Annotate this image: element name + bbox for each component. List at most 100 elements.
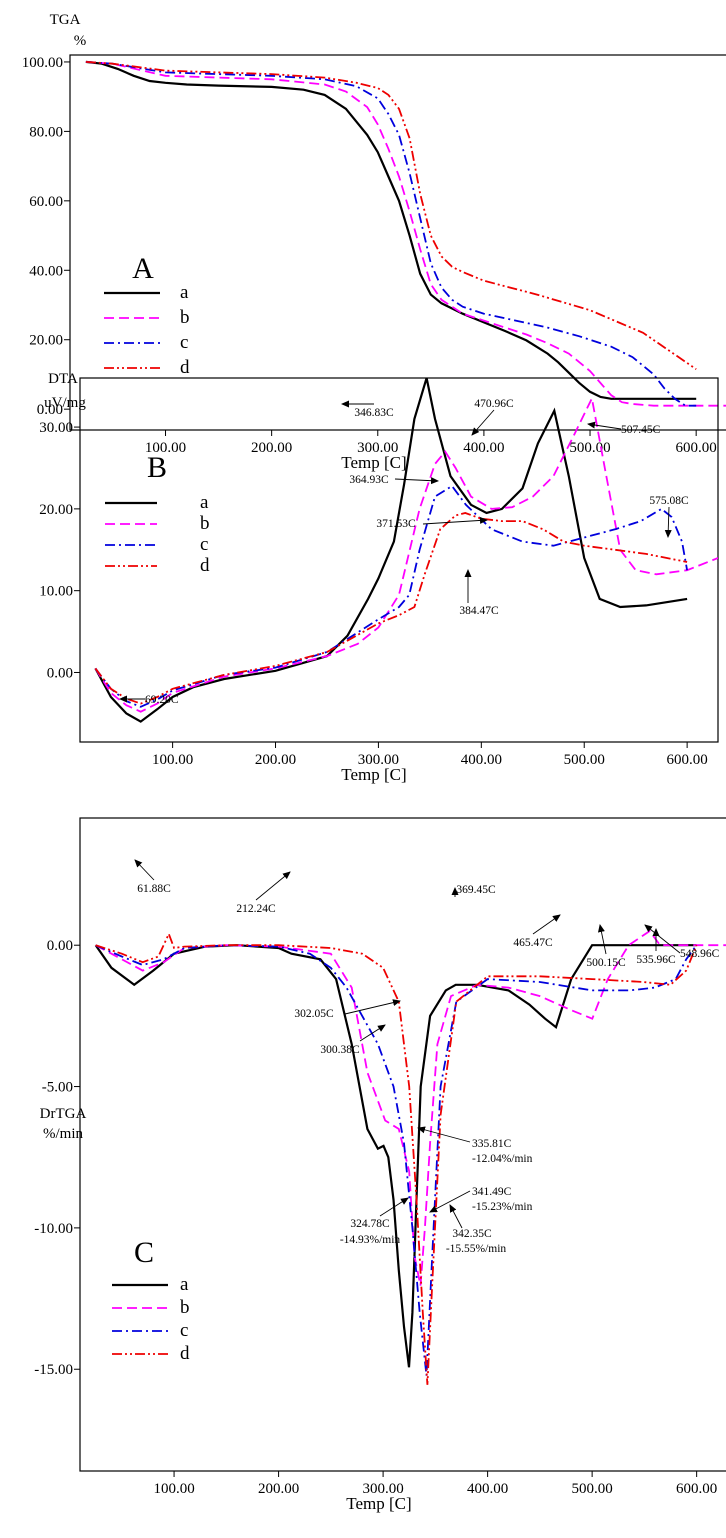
- x-tick-label: 200.00: [255, 752, 296, 768]
- annotation-arrow: [644, 924, 681, 954]
- legend-label-d: d: [180, 357, 190, 378]
- y-tick-label: 40.00: [29, 263, 63, 279]
- annotation-arrow: [359, 1024, 386, 1042]
- legend-label-a: a: [200, 492, 209, 513]
- y-tick-label: 100.00: [22, 55, 63, 71]
- annotation-label: 69.20C: [145, 694, 179, 706]
- x-tick-label: 400.00: [467, 1481, 508, 1497]
- annotation-label: 341.49C: [472, 1186, 512, 1198]
- annotation-label: 465.47C: [513, 937, 553, 949]
- x-tick-label: 300.00: [362, 1481, 403, 1497]
- x-tick-label: 200.00: [251, 440, 292, 456]
- panel-label: B: [147, 451, 167, 484]
- y-tick-label: 60.00: [29, 194, 63, 210]
- y-tick-label: 80.00: [29, 124, 63, 140]
- annotation-arrow: [417, 1126, 471, 1143]
- plot-frame: [79, 377, 719, 743]
- annotation-label: 346.83C: [354, 407, 394, 419]
- annotation-label: 61.88C: [137, 883, 171, 895]
- annotation-label: 364.93C: [349, 474, 389, 486]
- annotation-label: -15.55%/min: [446, 1243, 507, 1255]
- x-tick-label: 100.00: [152, 752, 193, 768]
- x-tick-label: 400.00: [461, 752, 502, 768]
- annotation-label: -12.04%/min: [472, 1153, 533, 1165]
- annotation-arrow: [134, 859, 155, 881]
- x-axis-title: Temp [C]: [341, 453, 406, 472]
- annotation-arrow: [429, 1190, 471, 1213]
- x-tick-label: 500.00: [572, 1481, 613, 1497]
- annotation-label: 335.81C: [472, 1138, 512, 1150]
- y-tick-label: -15.00: [34, 1362, 73, 1378]
- legend-label-b: b: [200, 513, 210, 534]
- legend-label-a: a: [180, 282, 189, 303]
- annotation-arrow: [255, 871, 291, 901]
- annotation-arrow: [471, 409, 495, 436]
- annotation-label: 324.78C: [350, 1218, 390, 1230]
- x-axis-title: Temp [C]: [346, 1494, 411, 1513]
- x-tick-label: 200.00: [258, 1481, 299, 1497]
- legend-label-c: c: [180, 1320, 188, 1341]
- annotation-label: 369.45C: [456, 884, 496, 896]
- drtga-chart: DrTGA %/min Temp [C] 100.00 200.00 300.00 400.…: [34, 817, 726, 1513]
- series-line-c: [94, 484, 688, 708]
- series-line-d: [94, 512, 688, 705]
- series-line-c: [85, 61, 697, 407]
- y-tick-label: 0.00: [37, 402, 63, 418]
- legend-label-d: d: [200, 555, 210, 576]
- panel-label: C: [134, 1236, 154, 1269]
- y-tick-label: 0.00: [47, 665, 73, 681]
- annotation-label: -15.23%/min: [472, 1201, 533, 1213]
- annotation-arrow: [597, 924, 607, 955]
- plot-frame: [69, 54, 726, 431]
- y-axis-title: DrTGA: [40, 1106, 87, 1122]
- annotation-arrow: [587, 421, 622, 430]
- y-axis-title: DTA: [48, 371, 78, 387]
- dta-chart: DTA uV/mg Temp [C] 100.00 200.00 300.00 400.00…: [39, 371, 719, 784]
- panel-label: A: [132, 252, 154, 285]
- x-tick-label: 500.00: [569, 440, 610, 456]
- series-line-a: [85, 60, 697, 400]
- y-axis-unit: %: [74, 33, 87, 49]
- y-tick-label: 20.00: [29, 333, 63, 349]
- x-tick-label: 600.00: [676, 1481, 717, 1497]
- annotation-arrow: [379, 1197, 409, 1217]
- annotation-label: 384.47C: [459, 605, 499, 617]
- annotation-label: 535.96C: [636, 954, 676, 966]
- annotation-label: 500.15C: [586, 957, 626, 969]
- x-tick-label: 100.00: [145, 440, 186, 456]
- legend-label-a: a: [180, 1274, 189, 1295]
- legend-label-b: b: [180, 307, 190, 328]
- x-tick-label: 500.00: [564, 752, 605, 768]
- x-axis-title: Temp [C]: [341, 765, 406, 784]
- annotation-arrow: [532, 914, 561, 935]
- series-line-c: [95, 944, 698, 1376]
- annotation-label: 212.24C: [236, 903, 276, 915]
- x-tick-label: 600.00: [667, 752, 708, 768]
- annotation-label: 507.45C: [621, 424, 661, 436]
- annotation-label: 575.08C: [649, 495, 689, 507]
- series-line-a: [94, 378, 688, 723]
- series-line-d: [85, 61, 697, 370]
- legend-label-b: b: [180, 1297, 190, 1318]
- x-tick-label: 300.00: [358, 752, 399, 768]
- series-line-b: [94, 395, 718, 713]
- annotation-arrow: [344, 999, 401, 1015]
- y-tick-label: 20.00: [39, 502, 73, 518]
- annotation-label: 300.38C: [320, 1044, 360, 1056]
- y-tick-label: -10.00: [34, 1221, 73, 1237]
- annotation-arrow: [449, 1204, 463, 1229]
- annotation-label: 302.05C: [294, 1008, 334, 1020]
- annotation-arrow: [422, 516, 488, 525]
- annotation-label: 470.96C: [474, 398, 514, 410]
- y-tick-label: -5.00: [42, 1080, 73, 1096]
- y-tick-label: 10.00: [39, 584, 73, 600]
- y-tick-label: 0.00: [47, 938, 73, 954]
- annotation-label: 342.35C: [452, 1228, 492, 1240]
- series-line-b: [85, 61, 726, 407]
- legend-label-c: c: [200, 534, 208, 555]
- tga-chart: TGA% Temp [C] 100.00 200.00 300.00 400.00 500.…: [22, 12, 726, 472]
- series-line-d: [95, 931, 698, 1385]
- legend-label-d: d: [180, 1343, 190, 1364]
- series-line-b: [95, 929, 726, 1286]
